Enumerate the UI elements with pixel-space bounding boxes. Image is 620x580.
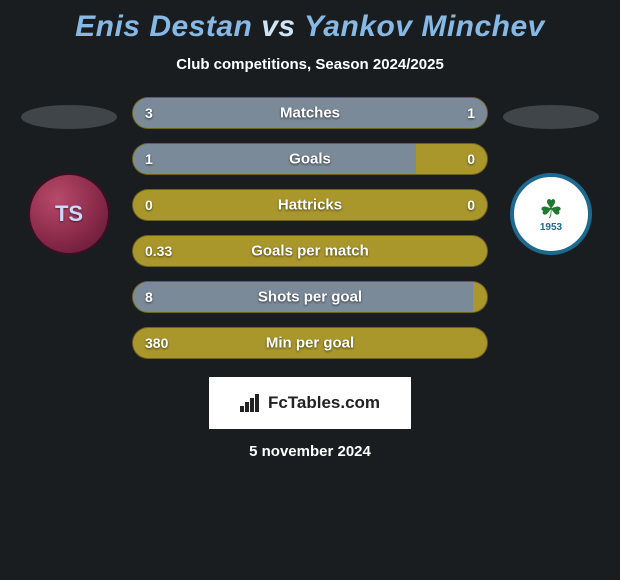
stat-value-right: 0 — [467, 151, 475, 167]
right-player-photo-placeholder — [503, 105, 599, 129]
subtitle: Club competitions, Season 2024/2025 — [176, 56, 444, 73]
stat-value-right: 1 — [467, 105, 475, 121]
stat-row: 3 Matches 1 — [132, 97, 488, 129]
stat-row: 0.33 Goals per match — [132, 235, 488, 267]
stat-bars: 3 Matches 1 1 Goals 0 0 Hattricks 0 0.33 Goals per… — [132, 97, 488, 359]
stat-label: Goals per match — [251, 243, 369, 260]
stat-value-right: 0 — [467, 197, 475, 213]
comparison-card: Enis Destan vs Yankov Minchev Club compe… — [0, 0, 620, 460]
trabzonspor-badge-icon: TS — [28, 173, 110, 255]
right-side: ☘ 1953 — [496, 97, 606, 257]
bar-chart-icon — [240, 394, 262, 412]
brand-text: FcTables.com — [268, 393, 380, 413]
stat-value-left: 380 — [145, 335, 168, 351]
stat-row: 1 Goals 0 — [132, 143, 488, 175]
stat-row: 380 Min per goal — [132, 327, 488, 359]
stat-label: Hattricks — [278, 197, 342, 214]
rizespor-badge-icon: ☘ 1953 — [510, 173, 592, 255]
stat-value-left: 0 — [145, 197, 153, 213]
stat-row: 0 Hattricks 0 — [132, 189, 488, 221]
vs-label: vs — [261, 10, 295, 43]
stat-value-left: 3 — [145, 105, 153, 121]
left-player-photo-placeholder — [21, 105, 117, 129]
player2-name: Yankov Minchev — [304, 10, 545, 43]
stat-label: Min per goal — [266, 335, 354, 352]
badge-year: 1953 — [540, 222, 562, 233]
stat-value-left: 0.33 — [145, 243, 172, 259]
stat-fill-left — [133, 98, 399, 128]
left-team-badge: TS — [26, 171, 112, 257]
stat-label: Goals — [289, 151, 331, 168]
left-side: TS — [14, 97, 124, 257]
stat-value-left: 8 — [145, 289, 153, 305]
stat-row: 8 Shots per goal — [132, 281, 488, 313]
date-text: 5 november 2024 — [249, 443, 371, 460]
right-team-badge: ☘ 1953 — [508, 171, 594, 257]
stat-value-left: 1 — [145, 151, 153, 167]
stat-fill-left — [133, 144, 416, 174]
brand-badge: FcTables.com — [209, 377, 411, 429]
page-title: Enis Destan vs Yankov Minchev — [75, 10, 545, 44]
leaf-icon: ☘ — [539, 196, 562, 222]
player1-name: Enis Destan — [75, 10, 252, 43]
stat-label: Shots per goal — [258, 289, 362, 306]
stat-label: Matches — [280, 105, 340, 122]
comparison-body: TS 3 Matches 1 1 Goals 0 0 Hattricks 0 0.33 Goals … — [0, 97, 620, 359]
